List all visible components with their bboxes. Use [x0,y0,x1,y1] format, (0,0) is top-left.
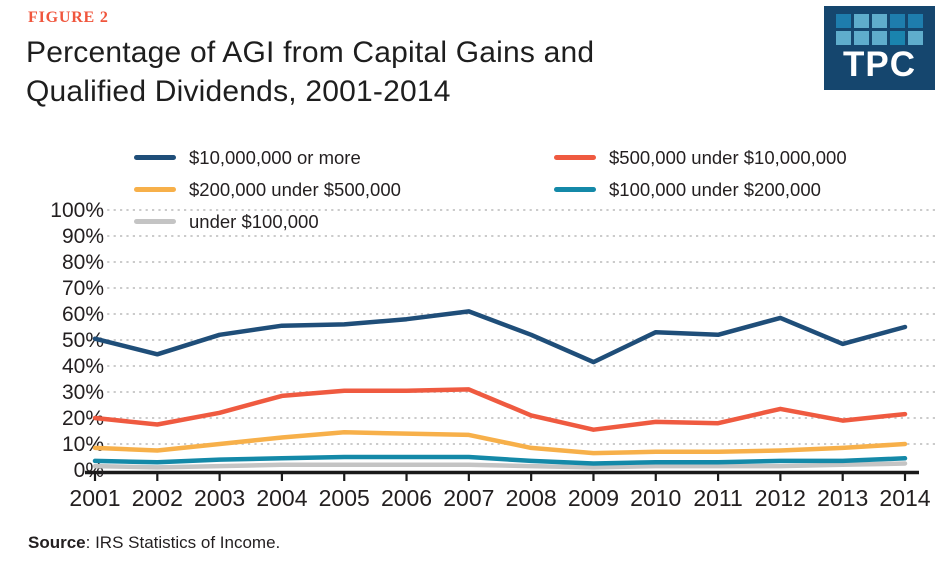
y-tick-label: 40% [62,355,104,378]
legend-swatch [134,155,176,160]
x-tick-label: 2003 [194,485,245,511]
legend-swatch [554,155,596,160]
x-tick-label: 2007 [443,485,494,511]
legend-label: under $100,000 [189,210,319,232]
y-tick-label: 90% [62,225,104,248]
logo-square [908,14,923,28]
y-tick-label: 100% [50,199,104,222]
x-tick-label: 2014 [879,485,930,511]
title-line-2: Qualified Dividends, 2001-2014 [26,75,451,108]
tpc-logo-text: TPC [843,45,916,84]
logo-square [872,31,887,45]
legend-swatch [134,219,176,224]
x-tick-label: 2010 [630,485,681,511]
figure-label: FIGURE 2 [28,9,109,26]
legend-label: $10,000,000 or more [189,146,361,168]
source-label: Source [28,533,86,552]
y-tick-label: 50% [62,329,104,352]
data-line [92,454,908,466]
x-tick-label: 2009 [568,485,619,511]
x-tick-label: 2011 [693,485,742,511]
source-text: : IRS Statistics of Income. [85,533,281,552]
x-tick-label: 2004 [256,485,307,511]
logo-square [890,31,905,45]
y-tick-label: 60% [62,303,104,326]
tpc-logo-grid [836,14,923,45]
page-title: Percentage of AGI from Capital Gains and… [26,33,594,111]
legend-item: $500,000 under $10,000,000 [554,146,855,169]
y-tick-label: 80% [62,251,104,274]
x-tick-label: 2008 [506,485,557,511]
x-tick-label: 2005 [319,485,370,511]
x-tick-label: 2001 [69,485,120,511]
chart-legend: $10,000,000 or more $500,000 under $10,00… [134,146,855,233]
y-tick-label: 30% [62,381,104,404]
legend-item: $10,000,000 or more [134,146,369,169]
data-line [92,309,908,365]
data-line [92,430,908,456]
legend-item: $100,000 under $200,000 [554,178,829,201]
data-line [92,461,908,470]
legend-label: $100,000 under $200,000 [609,178,821,200]
legend-label: $500,000 under $10,000,000 [609,146,847,168]
data-line [92,387,908,432]
y-tick-label: 70% [62,277,104,300]
x-tick-label: 2006 [381,485,432,511]
legend-swatch [134,187,176,192]
x-tick-label: 2002 [132,485,183,511]
x-tick-label: 2012 [755,485,806,511]
x-tick-label: 2013 [817,485,868,511]
title-line-1: Percentage of AGI from Capital Gains and [26,36,595,69]
logo-square [908,31,923,45]
logo-square [854,14,869,28]
logo-square [854,31,869,45]
logo-square [890,14,905,28]
legend-item: $200,000 under $500,000 [134,178,409,201]
legend-item: under $100,000 [134,210,327,233]
logo-square [872,14,887,28]
tpc-logo: TPC [824,6,935,90]
y-tick-label: 20% [62,407,104,430]
legend-swatch [554,187,596,192]
source-note: Source: IRS Statistics of Income. [28,533,280,553]
logo-square [836,31,851,45]
logo-square [836,14,851,28]
y-tick-label: 10% [62,433,104,456]
legend-label: $200,000 under $500,000 [189,178,401,200]
